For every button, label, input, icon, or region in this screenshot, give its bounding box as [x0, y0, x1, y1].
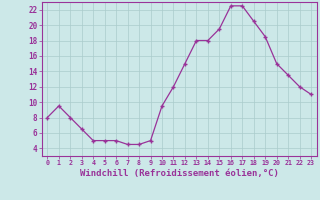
X-axis label: Windchill (Refroidissement éolien,°C): Windchill (Refroidissement éolien,°C) — [80, 169, 279, 178]
